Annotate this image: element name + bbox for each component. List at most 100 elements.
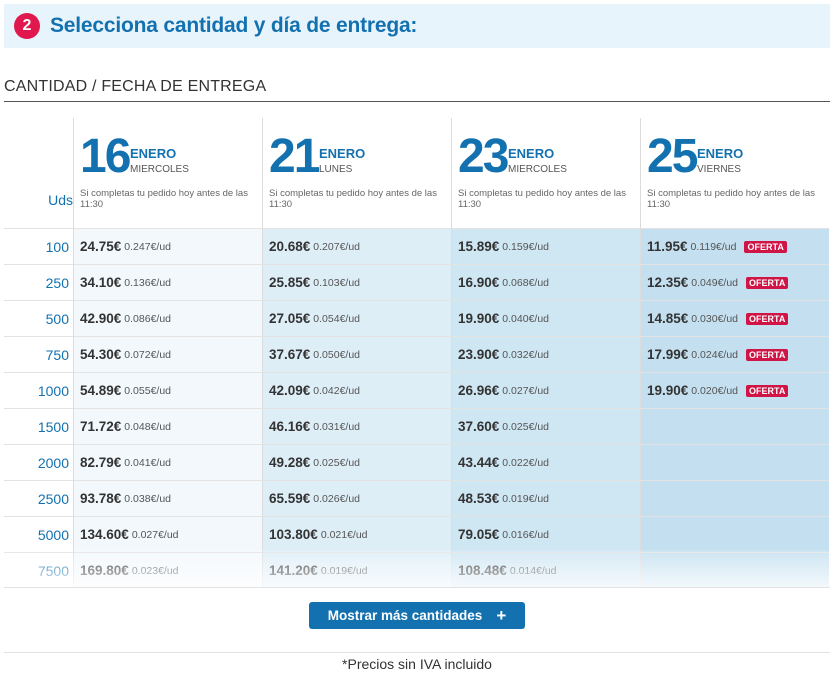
- price-cell[interactable]: 26.96€ 0.027€/ud: [451, 372, 640, 408]
- date-header[interactable]: 16 ENERO MIERCOLES Si completas tu pedido h…: [73, 118, 262, 228]
- price-per-unit: 0.016€/ud: [502, 528, 550, 541]
- quantity-cell: 2500: [4, 480, 73, 516]
- price-cell[interactable]: 20.68€ 0.207€/ud: [262, 228, 451, 264]
- price-cell[interactable]: 43.44€ 0.022€/ud: [451, 444, 640, 480]
- quantity-cell: 250: [4, 264, 73, 300]
- date-day-number: 21: [269, 130, 320, 183]
- price-per-unit: 0.025€/ud: [313, 456, 361, 469]
- price-cell: [640, 552, 829, 588]
- date-day-number: 25: [647, 130, 698, 183]
- offer-badge: OFERTA: [746, 348, 789, 361]
- price-cell[interactable]: 24.75€ 0.247€/ud: [73, 228, 262, 264]
- price-cell[interactable]: 141.20€ 0.019€/ud: [262, 552, 451, 588]
- price-per-unit: 0.207€/ud: [313, 240, 361, 253]
- price-cell[interactable]: 19.90€ 0.020€/ud OFERTA: [640, 372, 829, 408]
- price-total: 43.44€: [458, 455, 500, 470]
- price-cell[interactable]: 11.95€ 0.119€/ud OFERTA: [640, 228, 829, 264]
- price-per-unit: 0.038€/ud: [124, 492, 172, 505]
- price-cell[interactable]: 82.79€ 0.041€/ud: [73, 444, 262, 480]
- price-per-unit: 0.049€/ud: [691, 276, 739, 289]
- price-cell[interactable]: 14.85€ 0.030€/ud OFERTA: [640, 300, 829, 336]
- price-cell[interactable]: 169.80€ 0.023€/ud: [73, 552, 262, 588]
- price-cell[interactable]: 12.35€ 0.049€/ud OFERTA: [640, 264, 829, 300]
- order-deadline-note: Si completas tu pedido hoy antes de las …: [458, 188, 626, 210]
- price-cell[interactable]: 46.16€ 0.031€/ud: [262, 408, 451, 444]
- price-cell[interactable]: 79.05€ 0.016€/ud: [451, 516, 640, 552]
- price-cell[interactable]: 93.78€ 0.038€/ud: [73, 480, 262, 516]
- price-total: 19.90€: [458, 311, 500, 326]
- price-cell[interactable]: 108.48€ 0.014€/ud: [451, 552, 640, 588]
- price-total: 141.20€: [269, 563, 318, 578]
- price-total: 27.05€: [269, 311, 311, 326]
- date-day-number: 23: [458, 130, 509, 183]
- show-more-quantities-button[interactable]: Mostrar más cantidades +: [309, 602, 525, 629]
- table-bottom-divider: [4, 587, 830, 588]
- price-per-unit: 0.030€/ud: [691, 312, 739, 325]
- price-cell[interactable]: 15.89€ 0.159€/ud: [451, 228, 640, 264]
- price-cell[interactable]: 25.85€ 0.103€/ud: [262, 264, 451, 300]
- price-cell[interactable]: 48.53€ 0.019€/ud: [451, 480, 640, 516]
- price-per-unit: 0.023€/ud: [131, 564, 179, 577]
- price-total: 82.79€: [80, 455, 122, 470]
- price-per-unit: 0.020€/ud: [691, 384, 739, 397]
- price-per-unit: 0.072€/ud: [124, 348, 172, 361]
- price-total: 49.28€: [269, 455, 311, 470]
- price-cell[interactable]: 42.09€ 0.042€/ud: [262, 372, 451, 408]
- offer-badge: OFERTA: [746, 384, 789, 397]
- price-cell[interactable]: 49.28€ 0.025€/ud: [262, 444, 451, 480]
- price-total: 25.85€: [269, 275, 311, 290]
- price-per-unit: 0.068€/ud: [502, 276, 550, 289]
- price-cell[interactable]: 23.90€ 0.032€/ud: [451, 336, 640, 372]
- price-per-unit: 0.055€/ud: [124, 384, 172, 397]
- price-cell[interactable]: 17.99€ 0.024€/ud OFERTA: [640, 336, 829, 372]
- quantity-cell: 1000: [4, 372, 73, 408]
- price-total: 103.80€: [269, 527, 318, 542]
- price-per-unit: 0.119€/ud: [690, 240, 737, 253]
- quantity-cell: 500: [4, 300, 73, 336]
- show-more-label: Mostrar más cantidades: [327, 608, 483, 623]
- date-header[interactable]: 21 ENERO LUNES Si completas tu pedido hoy a…: [262, 118, 451, 228]
- quantity-cell: 2000: [4, 444, 73, 480]
- price-cell[interactable]: 37.60€ 0.025€/ud: [451, 408, 640, 444]
- quantity-cell: 5000: [4, 516, 73, 552]
- price-cell[interactable]: 65.59€ 0.026€/ud: [262, 480, 451, 516]
- price-cell[interactable]: 103.80€ 0.021€/ud: [262, 516, 451, 552]
- price-per-unit: 0.027€/ud: [131, 528, 179, 541]
- price-cell[interactable]: 54.30€ 0.072€/ud: [73, 336, 262, 372]
- price-cell[interactable]: 16.90€ 0.068€/ud: [451, 264, 640, 300]
- date-weekday: MIERCOLES: [508, 164, 567, 175]
- quantity-column: Uds 100 250 500 750 1000 1500 2000 2500 5000 7500: [4, 118, 73, 588]
- price-per-unit: 0.042€/ud: [313, 384, 361, 397]
- price-total: 11.95€: [647, 239, 688, 254]
- footer-divider: [4, 652, 830, 653]
- price-per-unit: 0.024€/ud: [691, 348, 739, 361]
- price-cell[interactable]: 34.10€ 0.136€/ud: [73, 264, 262, 300]
- date-day-number: 16: [80, 130, 131, 183]
- step-header: 2 Selecciona cantidad y día de entrega:: [4, 4, 830, 48]
- price-per-unit: 0.026€/ud: [313, 492, 361, 505]
- price-per-unit: 0.040€/ud: [502, 312, 550, 325]
- date-header[interactable]: 23 ENERO MIERCOLES Si completas tu pedido h…: [451, 118, 640, 228]
- price-total: 42.09€: [269, 383, 311, 398]
- price-cell[interactable]: 37.67€ 0.050€/ud: [262, 336, 451, 372]
- quantity-cell: 750: [4, 336, 73, 372]
- offer-badge: OFERTA: [746, 312, 789, 325]
- price-cell[interactable]: 42.90€ 0.086€/ud: [73, 300, 262, 336]
- price-per-unit: 0.086€/ud: [124, 312, 172, 325]
- date-month: ENERO: [130, 146, 177, 161]
- date-header[interactable]: 25 ENERO VIERNES Si completas tu pedido hoy…: [640, 118, 829, 228]
- price-per-unit: 0.014€/ud: [509, 564, 557, 577]
- date-weekday: VIERNES: [697, 164, 741, 175]
- price-total: 54.30€: [80, 347, 122, 362]
- date-column: 16 ENERO MIERCOLES Si completas tu pedido h…: [73, 118, 262, 588]
- price-cell[interactable]: 54.89€ 0.055€/ud: [73, 372, 262, 408]
- price-cell[interactable]: 27.05€ 0.054€/ud: [262, 300, 451, 336]
- price-total: 19.90€: [647, 383, 689, 398]
- price-cell[interactable]: 19.90€ 0.040€/ud: [451, 300, 640, 336]
- date-column: 25 ENERO VIERNES Si completas tu pedido hoy…: [640, 118, 829, 588]
- price-cell[interactable]: 71.72€ 0.048€/ud: [73, 408, 262, 444]
- price-per-unit: 0.159€/ud: [502, 240, 550, 253]
- price-total: 169.80€: [80, 563, 129, 578]
- quantity-header-cell: Uds: [4, 118, 73, 228]
- price-cell[interactable]: 134.60€ 0.027€/ud: [73, 516, 262, 552]
